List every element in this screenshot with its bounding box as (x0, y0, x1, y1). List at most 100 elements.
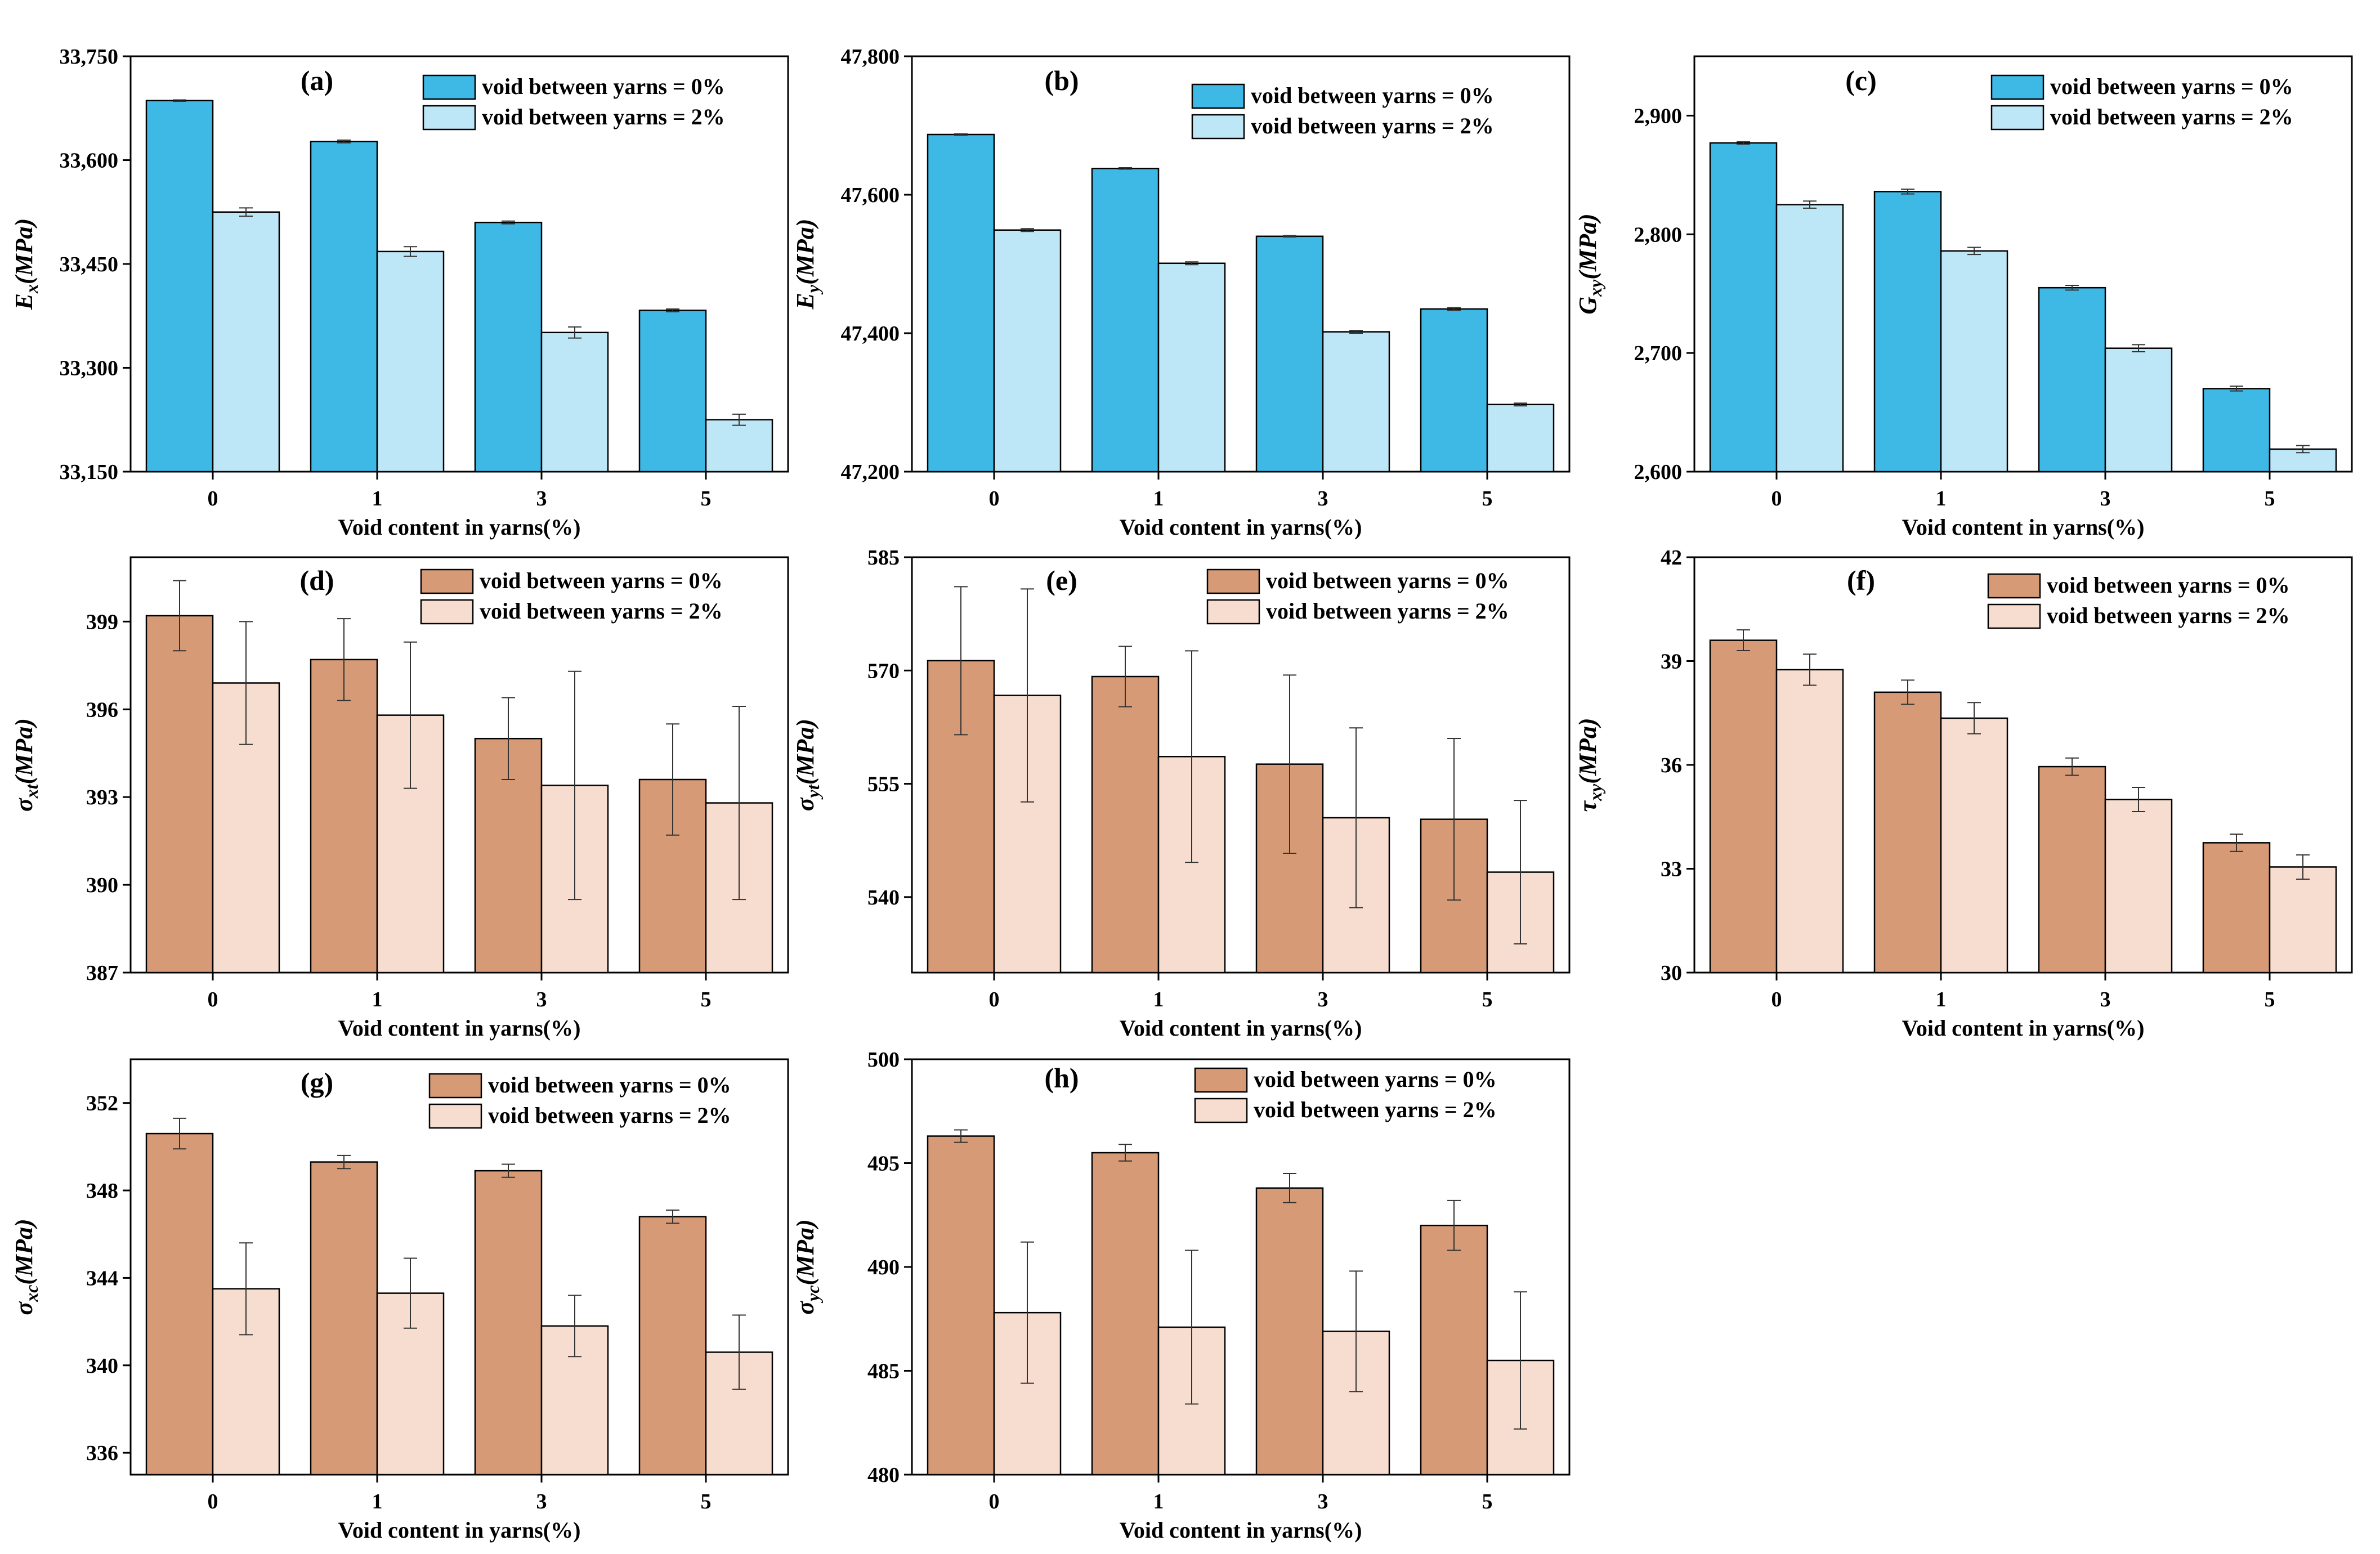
panel-label: (a) (301, 65, 333, 96)
error-bar (732, 413, 746, 426)
chart-panel-4: 387 390 393 396 399 0 1 3 5 Void content in yarns… (10, 556, 789, 1041)
plot-frame (911, 556, 1571, 974)
y-axis-label: σyc(MPa) (791, 1219, 823, 1314)
x-tick-label: 1 (372, 1490, 383, 1513)
legend-swatch (420, 599, 474, 625)
y-axis-label: τxy(MPa) (1574, 718, 1605, 812)
x-tick-label: 5 (1482, 1490, 1493, 1513)
error-bar (502, 697, 515, 780)
y-tick-label: 33,600 (60, 149, 119, 173)
y-tick-label: 555 (867, 773, 900, 796)
bar-void-2pct-cat-3 (2104, 799, 2173, 974)
bar-void-0pct-cat-1 (1091, 675, 1160, 974)
error-bar (1283, 235, 1296, 238)
error-bar (1901, 189, 1914, 195)
bar-void-2pct-cat-5 (2269, 866, 2337, 974)
error-bar (666, 308, 679, 312)
error-bar (1021, 1241, 1034, 1384)
x-tick-label: 0 (1771, 988, 1782, 1011)
error-bar (173, 580, 186, 652)
y-tick-label: 47,400 (841, 322, 900, 346)
x-tick-label: 0 (1771, 487, 1782, 510)
y-axis-label: σyt(MPa) (791, 719, 823, 811)
legend: void between yarns = 0% void between yarn… (428, 1072, 731, 1129)
error-bar (337, 139, 351, 144)
error-bar (1514, 800, 1527, 945)
bar-void-0pct-cat-1 (310, 1161, 378, 1476)
bar-void-0pct-cat-5 (1420, 308, 1488, 473)
x-tick-label: 5 (1482, 487, 1493, 510)
x-tick-label: 1 (1936, 988, 1947, 1011)
bar-void-0pct-cat-0 (145, 1132, 214, 1476)
chart-panel-8: 480 485 490 495 500 0 1 3 5 Void content in yarns… (791, 1048, 1571, 1543)
x-tick-label: 5 (701, 1490, 712, 1513)
bar-void-0pct-cat-3 (1255, 1187, 1324, 1476)
x-tick-label: 0 (208, 988, 218, 1011)
legend-label: void between yarns = 2% (2050, 104, 2293, 129)
y-tick-label: 33,300 (60, 357, 119, 380)
legend-label: void between yarns = 0% (2047, 572, 2290, 598)
bar-void-0pct-cat-0 (1709, 142, 1778, 473)
x-tick-label: 3 (1318, 487, 1328, 510)
y-tick-label: 36 (1661, 754, 1682, 777)
legend-label: void between yarns = 2% (480, 598, 723, 624)
x-axis-label: Void content in yarns(%) (338, 514, 581, 540)
error-bar (1803, 200, 1817, 209)
y-axis-label: σxt(MPa) (10, 718, 42, 812)
legend-swatch (422, 105, 476, 131)
x-tick-label: 3 (536, 988, 547, 1011)
plot-frame (1693, 55, 2353, 473)
x-tick-label: 3 (536, 487, 547, 510)
y-tick-label: 485 (867, 1360, 900, 1383)
y-tick-label: 30 (1661, 961, 1682, 985)
legend-swatch (1191, 83, 1245, 109)
y-tick-label: 387 (86, 961, 118, 985)
legend-label: void between yarns = 0% (482, 74, 725, 99)
bar-void-0pct-cat-5 (1420, 1224, 1488, 1476)
error-bar (404, 1257, 417, 1329)
plot-frame (911, 55, 1571, 473)
bar-void-0pct-cat-0 (927, 133, 995, 473)
chart-panel-2: 47,200 47,400 47,600 47,800 0 1 3 5 Void content… (791, 45, 1571, 540)
error-bar (1737, 141, 1750, 145)
error-bar (1021, 228, 1034, 232)
y-tick-label: 393 (86, 786, 118, 809)
y-tick-label: 348 (86, 1179, 118, 1203)
legend: void between yarns = 0% void between yarn… (1194, 1067, 1497, 1123)
bar-void-0pct-cat-5 (2202, 842, 2271, 974)
panel-label: (g) (301, 1067, 333, 1098)
y-tick-label: 480 (867, 1463, 900, 1487)
error-bar (2296, 445, 2310, 454)
legend-swatch (1987, 603, 2041, 629)
y-tick-label: 399 (86, 610, 118, 634)
bar-void-2pct-cat-1 (376, 250, 445, 473)
legend-label: void between yarns = 0% (488, 1072, 731, 1098)
error-bar (1967, 702, 1981, 735)
error-bar (732, 1314, 746, 1390)
panel-label: (f) (1847, 565, 1875, 596)
legend-swatch (422, 74, 476, 100)
bar-void-0pct-cat-1 (1873, 691, 1942, 974)
y-tick-label: 47,600 (841, 183, 900, 207)
legend: void between yarns = 0% void between yarn… (1191, 83, 1494, 140)
bar-void-0pct-cat-3 (2038, 286, 2106, 473)
y-tick-label: 2,700 (1634, 342, 1683, 365)
y-tick-label: 352 (86, 1092, 118, 1116)
y-tick-label: 33,150 (60, 460, 119, 484)
legend-label: void between yarns = 2% (1254, 1097, 1497, 1122)
x-tick-label: 5 (1482, 988, 1493, 1011)
bar-void-0pct-cat-5 (2202, 388, 2271, 473)
x-axis-label: Void content in yarns(%) (338, 1517, 581, 1543)
plot-frame (129, 556, 789, 974)
chart-panel-3: 2,600 2,700 2,800 2,900 0 1 3 5 Void content in … (1574, 55, 2353, 540)
error-bar (1185, 261, 1198, 266)
x-tick-label: 3 (1318, 1490, 1328, 1513)
x-tick-label: 0 (989, 988, 1000, 1011)
y-tick-label: 39 (1661, 650, 1682, 674)
x-axis-label: Void content in yarns(%) (1120, 1015, 1362, 1041)
y-axis-label: Ex(MPa) (10, 218, 42, 311)
legend-label: void between yarns = 0% (1266, 568, 1509, 593)
y-tick-label: 47,200 (841, 460, 900, 484)
error-bar (1185, 1250, 1198, 1405)
x-tick-label: 0 (989, 1490, 1000, 1513)
